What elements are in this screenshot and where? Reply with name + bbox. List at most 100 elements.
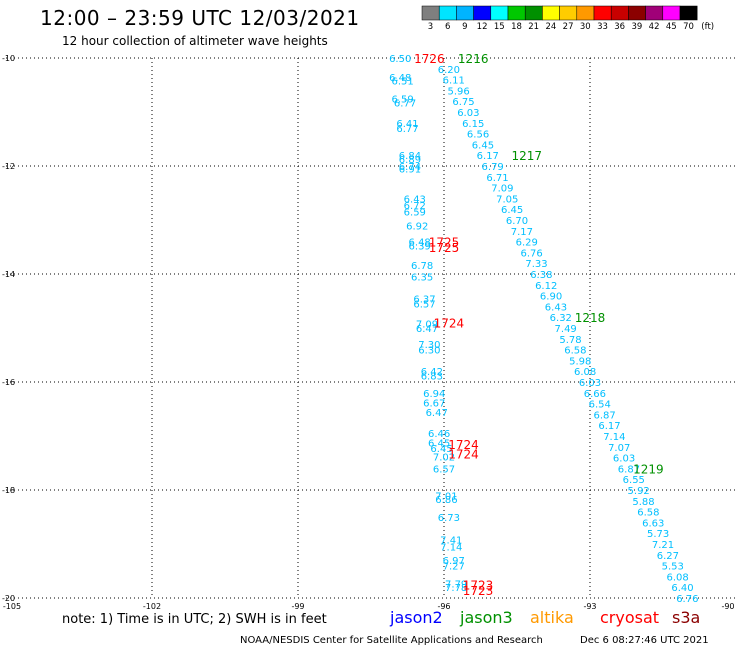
swh-value: 7.09 (416, 320, 438, 331)
swh-value: 7.79 (445, 579, 467, 590)
swh-value: 6.75 (452, 97, 474, 108)
swh-value: 6.08 (574, 367, 596, 378)
swh-value: 6.74 (399, 162, 421, 173)
colorbar-tick-label: 9 (462, 22, 468, 32)
swh-value: 7.02 (433, 453, 455, 464)
swh-value: 6.58 (637, 508, 659, 519)
swh-value: 6.87 (593, 410, 615, 421)
colorbar-swatch (610, 5, 629, 21)
legend-s3a: s3a (672, 608, 701, 627)
swh-value: 6.83 (421, 372, 443, 383)
swh-value: 6.03 (579, 378, 601, 389)
y-tick-label: -10 (2, 54, 15, 63)
swh-value: 6.54 (589, 400, 611, 411)
swh-value: 5.53 (662, 562, 684, 573)
swh-value: 6.92 (406, 221, 428, 232)
x-tick-label: -105 (3, 602, 21, 611)
map-subtitle: 12 hour collection of altimeter wave hei… (62, 34, 328, 48)
x-tick-label: -102 (143, 602, 161, 611)
swh-value: 6.35 (411, 273, 433, 284)
colorbar-tick-label: 36 (614, 22, 626, 32)
swh-value: 6.79 (482, 162, 504, 173)
swh-value: 7.01 (435, 491, 457, 502)
colorbar-tick-label: 70 (683, 22, 694, 32)
colorbar-tick-label: 27 (562, 22, 574, 32)
time-label: 1218 (575, 311, 606, 325)
swh-value: 6.48 (389, 73, 411, 84)
map-title: 12:00 – 23:59 UTC 12/03/2021 (40, 6, 360, 30)
swh-value: 7.30 (418, 340, 440, 351)
swh-value: 6.27 (657, 551, 679, 562)
swh-value: 6.86 (435, 495, 457, 506)
time-label: 1725 (429, 236, 460, 250)
swh-value: 6.30 (418, 346, 440, 357)
swh-value: 6.94 (423, 389, 445, 400)
colorbar-swatch (628, 5, 646, 21)
swh-value: 7.09 (491, 184, 513, 195)
time-label: 1726 (414, 52, 445, 66)
colorbar-tick-label: 6 (444, 22, 451, 32)
swh-value: 5.73 (647, 529, 669, 540)
colorbar-swatch (576, 5, 595, 21)
timestamp: Dec 6 08:27:46 UTC 2021 (580, 635, 709, 646)
swh-value: 6.59 (404, 207, 426, 218)
credit-text: NOAA/NESDIS Center for Satellite Applica… (240, 635, 543, 646)
swh-value: 5.78 (559, 335, 581, 346)
time-label: 1724 (448, 447, 479, 461)
time-label: 1217 (511, 149, 542, 163)
swh-value: 6.91 (399, 165, 421, 176)
colorbar-tick-label: 45 (665, 22, 677, 32)
swh-value: 6.17 (477, 151, 499, 162)
swh-value: 6.59 (392, 95, 414, 106)
swh-value: 6.70 (506, 216, 528, 227)
x-tick-label: -96 (437, 602, 450, 611)
swh-value: 6.78 (411, 261, 433, 272)
swh-value: 6.72 (404, 201, 426, 212)
time-label: 1724 (448, 438, 479, 452)
swh-value: 7.07 (608, 443, 630, 454)
swh-value: 6.41 (396, 119, 418, 130)
colorbar-tick-label: 30 (579, 22, 591, 32)
colorbar-tick-label: 12 (476, 22, 488, 32)
y-tick-label: -14 (2, 270, 15, 279)
swh-value: 5.96 (447, 86, 469, 97)
x-tick-label: -99 (291, 602, 304, 611)
y-tick-label: -18 (2, 486, 15, 495)
swh-value: 6.39 (409, 241, 431, 252)
y-tick-label: -16 (2, 378, 15, 387)
legend-cryosat: cryosat (600, 608, 660, 627)
colorbar-tick-label: 39 (631, 22, 643, 32)
swh-value: 6.12 (535, 281, 557, 292)
swh-value: 5.92 (628, 486, 650, 497)
swh-value: 6.76 (520, 248, 542, 259)
swh-value: 7.33 (525, 259, 547, 270)
swh-value: 6.08 (666, 572, 688, 583)
swh-value: 6.45 (430, 444, 452, 455)
swh-value: 6.45 (501, 205, 523, 216)
colorbar-swatch (490, 5, 509, 21)
swh-value: 6.63 (642, 518, 664, 529)
colorbar-swatch (645, 5, 664, 21)
swh-value: 7.05 (496, 194, 518, 205)
swh-value: 6.67 (423, 399, 445, 410)
swh-value: 6.38 (530, 270, 552, 281)
swh-value: 6.46 (428, 429, 450, 440)
colorbar-swatch (421, 5, 440, 21)
x-tick-label: -90 (721, 602, 734, 611)
time-label: 1219 (633, 462, 664, 476)
swh-value: 6.73 (438, 513, 460, 524)
swh-value: 6.11 (443, 76, 465, 87)
colorbar-tick-label: 15 (493, 22, 505, 32)
time-label: 1724 (434, 317, 465, 331)
time-label: 1216 (458, 52, 489, 66)
swh-value: 6.47 (416, 324, 438, 335)
swh-value: 6.03 (613, 454, 635, 465)
colorbar-swatch (679, 5, 698, 21)
swh-value: 6.57 (433, 464, 455, 475)
time-label: 1723 (463, 579, 494, 593)
swh-value: 7.49 (555, 324, 577, 335)
swh-value: 6.89 (399, 155, 421, 166)
swh-value: 6.97 (443, 556, 465, 567)
